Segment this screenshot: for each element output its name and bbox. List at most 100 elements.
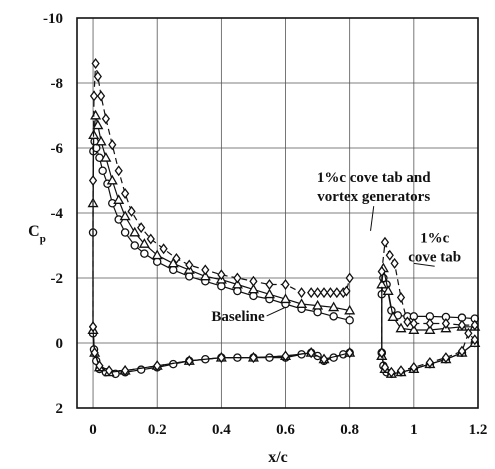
triangle-marker [312, 299, 324, 310]
y-axis-label: Cp [28, 223, 46, 245]
diamond-marker [185, 355, 194, 367]
triangle-marker [113, 194, 125, 204]
diamond-marker [281, 350, 290, 362]
circle-marker [265, 353, 274, 362]
y-tick-label: -2 [51, 271, 64, 287]
diamond-marker [153, 360, 162, 372]
circle-marker [98, 166, 107, 175]
triangle-marker [382, 285, 394, 295]
diamond-marker [127, 205, 136, 217]
diamond-marker [281, 279, 290, 290]
diamond-marker [403, 316, 412, 328]
triangle-marker [92, 119, 104, 130]
circle-marker [136, 365, 146, 374]
circle-marker [249, 291, 258, 301]
annotation-text: 1%c cove tab [408, 230, 461, 265]
diamond-marker [319, 353, 329, 365]
annotations: 1%c cove tab and vortex generators 1%c cove… [211, 170, 461, 325]
series-diamond [88, 58, 479, 378]
diamond-marker [441, 318, 451, 329]
y-tick-label: -4 [51, 206, 64, 222]
annotation-pointer [413, 262, 435, 267]
diamond-marker [345, 347, 354, 359]
circle-marker [152, 257, 162, 266]
diamond-marker [104, 365, 114, 377]
diamond-marker [88, 175, 98, 186]
annotation-line: 1%c [420, 230, 450, 246]
circle-marker [217, 281, 226, 291]
series-line [381, 332, 476, 373]
grid [77, 17, 479, 409]
triangle-marker [199, 270, 211, 281]
diamond-marker [249, 275, 258, 287]
triangle-marker [151, 249, 163, 260]
diamond-marker [441, 352, 451, 364]
diamond-marker [409, 318, 418, 329]
triangle-marker [106, 174, 118, 185]
diamond-marker [121, 365, 130, 377]
triangle-marker [263, 288, 276, 299]
triangle-marker [138, 238, 150, 248]
diamond-marker [91, 58, 100, 69]
annotation-line: cove tab [408, 249, 461, 265]
diamond-marker [146, 233, 155, 245]
annotation-line: Baseline [211, 309, 265, 325]
triangle-marker [129, 226, 141, 237]
annotation-line: 1%c cove tab and [317, 170, 431, 186]
annotation-pointer [266, 306, 286, 317]
y-tick-label: 0 [56, 336, 64, 352]
diamond-marker [114, 165, 123, 177]
diamond-marker [345, 272, 354, 284]
annotation-pointer [370, 206, 375, 231]
diamond-marker [137, 222, 146, 234]
y-tick-label: -6 [51, 141, 64, 157]
diamond-marker [457, 345, 467, 357]
diamond-marker [88, 321, 98, 333]
circle-marker [329, 312, 338, 321]
diamond-marker [249, 352, 258, 364]
diamond-marker [387, 366, 396, 378]
annotation-text: Baseline [211, 309, 265, 325]
y-tick-label: 2 [56, 401, 64, 417]
triangle-marker [119, 210, 131, 221]
diamond-marker [326, 287, 335, 299]
diamond-marker [385, 249, 394, 261]
triangle-marker [167, 257, 179, 268]
diamond-marker [332, 287, 341, 299]
diamond-marker [172, 253, 181, 264]
annotation-line: vortex generators [317, 189, 430, 205]
triangle-marker [387, 311, 399, 321]
circle-marker [233, 286, 242, 296]
diamond-marker [425, 357, 434, 368]
series-group [87, 58, 481, 379]
diamond-marker [464, 327, 473, 339]
triangle-marker [279, 293, 292, 304]
x-tick-label: 0.6 [276, 422, 295, 438]
triangle-marker [90, 109, 102, 120]
diamond-marker [342, 285, 351, 297]
y-tick-label: -8 [51, 76, 64, 92]
x-tick-label: 0.2 [148, 422, 167, 438]
diamond-marker [396, 292, 406, 303]
diamond-marker [121, 188, 130, 199]
triangle-marker [328, 301, 340, 312]
circle-marker [345, 315, 354, 325]
circle-marker [120, 228, 130, 237]
diamond-marker [95, 360, 104, 372]
triangle-marker [395, 322, 407, 333]
diamond-marker [96, 90, 106, 102]
x-axis-label: x/c [268, 449, 288, 466]
triangle-marker [100, 152, 112, 162]
tick-labels: 0 0.2 0.4 0.6 0.8 1 1.2 -10 -8 -6 -4 -2 0 2 [43, 11, 487, 438]
diamond-marker [390, 257, 399, 269]
circle-marker [140, 249, 149, 258]
annotation-text: 1%c cove tab and vortex generators [317, 170, 431, 205]
diamond-marker [89, 90, 99, 102]
diamond-marker [307, 287, 316, 299]
diamond-marker [159, 243, 168, 255]
diamond-marker [470, 319, 479, 331]
diamond-marker [101, 113, 110, 125]
triangle-marker [296, 298, 308, 308]
diamond-marker [93, 71, 102, 82]
